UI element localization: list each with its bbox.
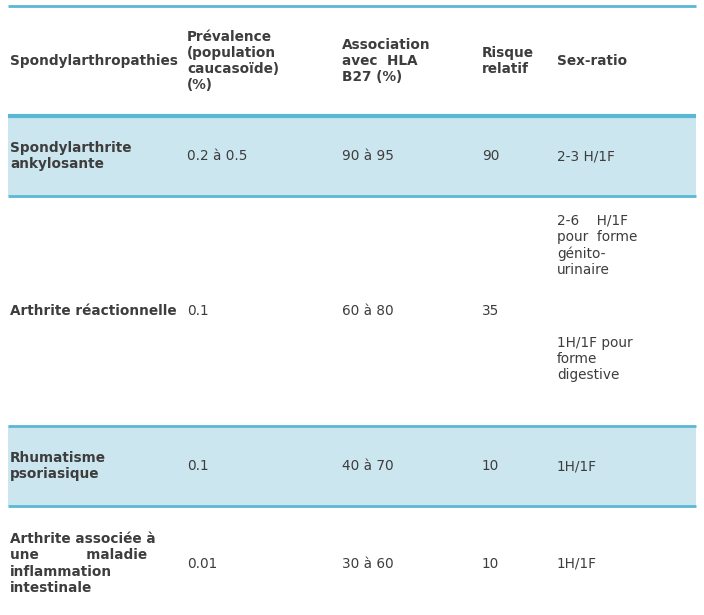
Bar xyxy=(8,506,696,615)
Bar xyxy=(8,426,696,506)
Text: Prévalence
(population
caucasoïde)
(%): Prévalence (population caucasoïde) (%) xyxy=(187,30,279,92)
Text: Spondylarthrite
ankylosante: Spondylarthrite ankylosante xyxy=(10,141,132,171)
Text: 40 à 70: 40 à 70 xyxy=(342,459,394,473)
Text: Arthrite associée à
une          maladie
inflammation
intestinale: Arthrite associée à une maladie inflamma… xyxy=(10,532,156,595)
Bar xyxy=(8,116,696,196)
Text: 10: 10 xyxy=(482,459,499,473)
Text: Sex-ratio: Sex-ratio xyxy=(557,54,627,68)
Text: 1H/1F: 1H/1F xyxy=(557,459,597,473)
Text: Risque
relatif: Risque relatif xyxy=(482,46,534,76)
Text: 1H/1F pour
forme
digestive: 1H/1F pour forme digestive xyxy=(557,336,633,383)
Text: 0.1: 0.1 xyxy=(187,459,208,473)
Text: 30 à 60: 30 à 60 xyxy=(342,557,394,571)
Text: 0.2 à 0.5: 0.2 à 0.5 xyxy=(187,149,248,163)
Text: 0.01: 0.01 xyxy=(187,557,218,571)
Text: 0.1: 0.1 xyxy=(187,304,208,318)
Text: Association
avec  HLA
B27 (%): Association avec HLA B27 (%) xyxy=(342,38,431,84)
Bar xyxy=(8,196,696,426)
Bar xyxy=(8,6,696,116)
Text: Arthrite réactionnelle: Arthrite réactionnelle xyxy=(10,304,177,318)
Text: 35: 35 xyxy=(482,304,499,318)
Text: 90: 90 xyxy=(482,149,499,163)
Text: Rhumatisme
psoriasique: Rhumatisme psoriasique xyxy=(10,451,106,481)
Text: Spondylarthropathies: Spondylarthropathies xyxy=(10,54,178,68)
Text: 2-6    H/1F
pour  forme
génito-
urinaire: 2-6 H/1F pour forme génito- urinaire xyxy=(557,214,637,277)
Text: 1H/1F: 1H/1F xyxy=(557,557,597,571)
Text: 60 à 80: 60 à 80 xyxy=(342,304,394,318)
Text: 10: 10 xyxy=(482,557,499,571)
Text: 2-3 H/1F: 2-3 H/1F xyxy=(557,149,615,163)
Text: 90 à 95: 90 à 95 xyxy=(342,149,394,163)
